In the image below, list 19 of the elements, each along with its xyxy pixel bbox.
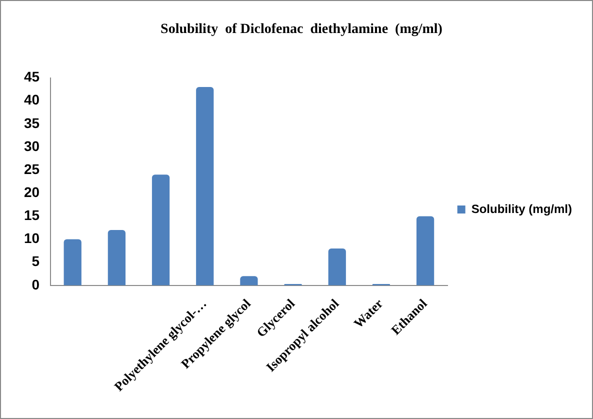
y-tick-label: 10 <box>24 230 40 246</box>
y-tick-label: 5 <box>32 253 40 270</box>
y-tick-label: 25 <box>24 160 40 177</box>
y-tick-label: 40 <box>24 92 40 108</box>
bar <box>196 87 214 286</box>
bar <box>152 174 170 286</box>
y-tick-label: 15 <box>24 207 40 224</box>
legend-label: Solubility (mg/ml) <box>471 202 572 216</box>
chart-title: Solubility of Diclofenac diethylamine (mg/ml) <box>160 22 443 38</box>
y-tick-label: 20 <box>24 184 40 200</box>
y-tick-label: 30 <box>24 138 40 154</box>
bar <box>328 248 346 286</box>
bar <box>240 276 258 286</box>
bar <box>64 239 82 286</box>
bar <box>416 216 434 286</box>
y-tick-label: 45 <box>24 68 40 85</box>
y-tick-label: 35 <box>24 114 40 131</box>
y-tick-label: 0 <box>32 276 40 292</box>
bar <box>108 230 126 286</box>
